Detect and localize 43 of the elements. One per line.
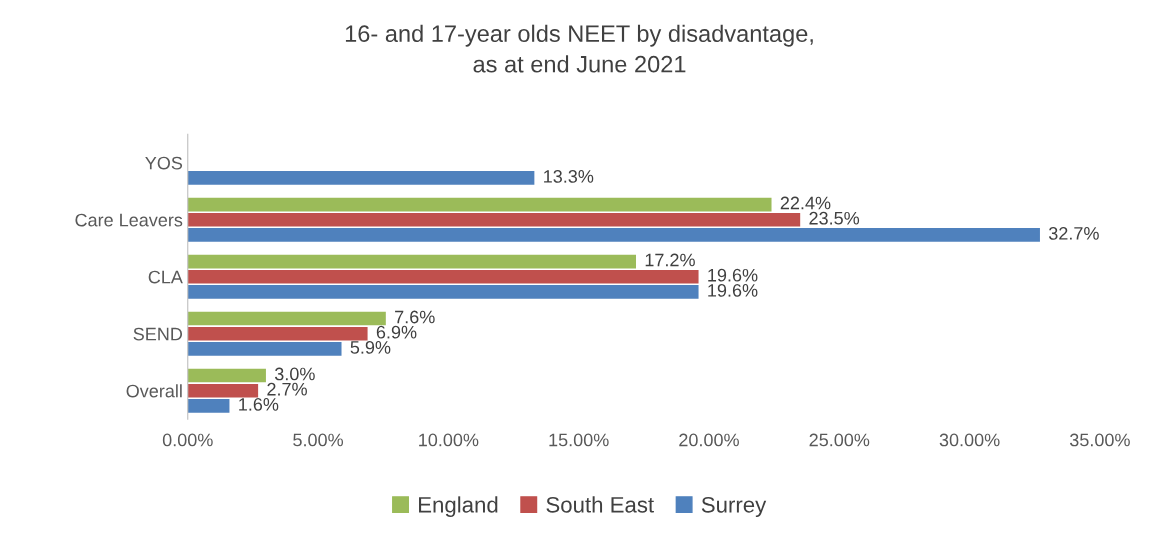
- y-tick-label: SEND: [133, 327, 183, 341]
- bar: [187, 326, 368, 341]
- x-tick-label: 25.00%: [809, 433, 870, 447]
- data-label: 2.7%: [267, 382, 307, 396]
- y-tick-label: Overall: [126, 384, 182, 398]
- x-tick-label: 20.00%: [679, 433, 739, 447]
- data-label: 5.9%: [350, 340, 391, 354]
- legend-label: England: [419, 496, 498, 518]
- bar: [187, 368, 266, 383]
- bar: [187, 197, 772, 212]
- bar: [187, 399, 230, 413]
- data-label: 19.6%: [708, 268, 758, 282]
- data-label: 22.4%: [780, 196, 831, 210]
- bar: [187, 269, 699, 284]
- data-label: 17.2%: [645, 253, 695, 267]
- chart-title: 16- and 17-year olds NEET by disadvantage, as at end June 2021: [345, 24, 813, 73]
- bar: [187, 285, 699, 299]
- bar: [187, 228, 1040, 242]
- bar: [187, 254, 637, 269]
- data-label: 13.3%: [544, 170, 594, 183]
- bar: [187, 171, 535, 185]
- x-tick-label: 30.00%: [939, 433, 1000, 447]
- bar: [187, 311, 386, 326]
- x-tick-label: 5.00%: [293, 433, 344, 447]
- data-label: 3.0%: [274, 367, 315, 381]
- data-label: 19.6%: [708, 284, 758, 297]
- data-label: 6.9%: [376, 325, 417, 339]
- legend-label: South East: [546, 496, 654, 513]
- x-tick-label: 0.00%: [162, 433, 213, 447]
- x-tick-label: 35.00%: [1069, 433, 1130, 447]
- x-tick-label: 15.00%: [549, 433, 609, 447]
- bar: [187, 342, 342, 356]
- bar: [187, 212, 801, 227]
- y-tick-label: YOS: [145, 156, 183, 170]
- data-label: 32.7%: [1048, 227, 1099, 240]
- data-label: 7.6%: [395, 310, 435, 324]
- x-tick-label: 10.00%: [419, 433, 479, 447]
- y-tick-label: Care Leavers: [75, 213, 183, 227]
- data-label: 23.5%: [809, 211, 860, 225]
- data-label: 1.6%: [239, 397, 279, 411]
- bar: [187, 383, 259, 398]
- y-tick-label: CLA: [148, 270, 183, 284]
- legend-label: Surrey: [701, 496, 767, 518]
